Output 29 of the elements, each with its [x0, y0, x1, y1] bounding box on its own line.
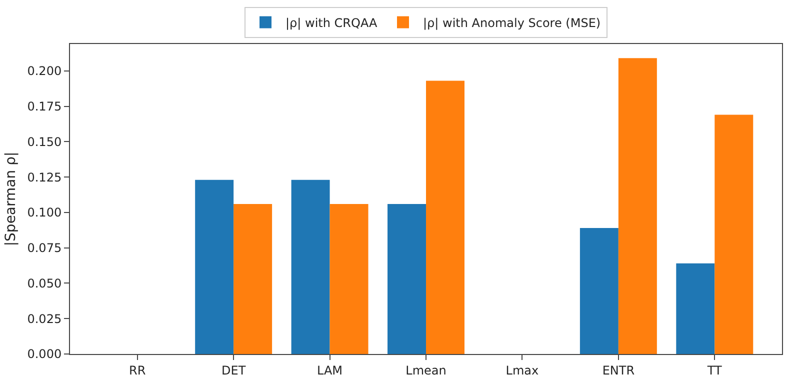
bar: [676, 263, 715, 354]
y-axis-title: |Spearman ρ|: [2, 152, 19, 246]
bar: [330, 204, 368, 354]
bar: [426, 80, 464, 354]
legend-label: |ρ| with Anomaly Score (MSE): [422, 16, 601, 30]
y-tick-label: 0.125: [27, 170, 62, 184]
y-tick-label: 0.175: [27, 99, 62, 114]
bar: [618, 58, 657, 354]
y-tick-label: 0.150: [27, 134, 62, 149]
y-tick-label: 0.100: [27, 206, 62, 220]
x-tick-label: LAM: [317, 363, 343, 378]
x-tick-label: Lmax: [506, 363, 539, 378]
x-tick-label: DET: [221, 363, 246, 378]
y-tick-label: 0.200: [27, 64, 62, 78]
y-tick-label: 0.000: [27, 347, 62, 362]
x-tick-label: Lmean: [406, 363, 446, 378]
bar: [291, 180, 330, 354]
bar: [195, 180, 234, 354]
y-tick-label: 0.050: [27, 276, 62, 290]
x-tick-label: ENTR: [602, 363, 635, 378]
bar: [388, 204, 426, 354]
bar: [580, 228, 618, 354]
y-tick-label: 0.025: [27, 312, 62, 326]
x-tick-label: RR: [129, 363, 146, 378]
bar: [234, 204, 272, 354]
y-tick-label: 0.075: [27, 241, 62, 256]
bar: [714, 114, 754, 354]
x-tick-label: TT: [706, 363, 723, 378]
legend-label: |ρ| with CRQAA: [286, 16, 378, 30]
